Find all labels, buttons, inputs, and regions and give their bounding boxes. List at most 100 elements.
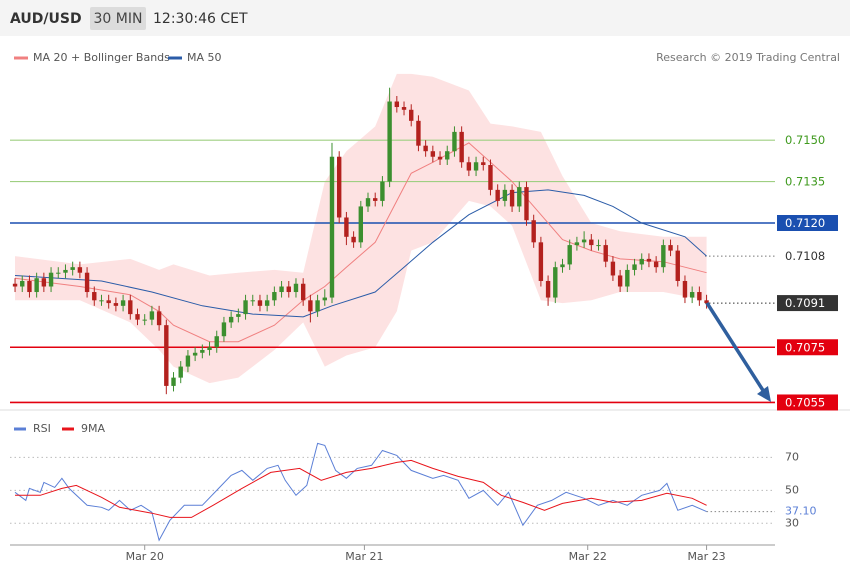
y-tick-label: 50 (785, 483, 799, 496)
candle-body (243, 300, 248, 315)
candle-body (135, 314, 140, 320)
candle-body (351, 236, 356, 243)
candle-body (286, 286, 291, 293)
candle-body (358, 206, 364, 243)
candle-body (445, 151, 450, 160)
candle-body (322, 297, 327, 301)
candle-body (380, 181, 385, 201)
level-label: 0.7108 (785, 249, 825, 263)
candle-body (603, 245, 608, 262)
candle-body (401, 107, 407, 110)
candle-body (517, 187, 522, 207)
candle-body (531, 220, 536, 243)
candle-body (387, 101, 392, 182)
candle-body (279, 286, 284, 293)
candle-body (41, 278, 47, 287)
candle-body (466, 162, 472, 171)
candle-body (308, 300, 313, 312)
candle-body (675, 250, 680, 281)
level-label: 0.7150 (785, 133, 825, 147)
candle-body (214, 336, 219, 348)
legend-label: RSI (33, 422, 51, 435)
level-box (777, 339, 838, 356)
candle-body (92, 292, 97, 301)
candle-body (430, 151, 436, 157)
candle-body (473, 162, 479, 171)
candle-body (653, 261, 659, 268)
level-label: 0.7075 (785, 340, 825, 354)
candle-body (99, 300, 104, 302)
candle-body (300, 283, 306, 301)
candle-body (574, 242, 580, 246)
candle-body (236, 314, 241, 317)
level-box (777, 394, 838, 411)
candle-body (228, 316, 234, 323)
candle-body (329, 156, 335, 298)
legend-label: 9MA (81, 422, 105, 435)
candle-body (156, 311, 162, 326)
candle-body (373, 198, 378, 201)
level-box (777, 215, 838, 231)
series-line (14, 442, 707, 542)
candle-body (668, 245, 673, 251)
candle-body (171, 377, 176, 386)
candle-body (567, 245, 572, 265)
candle-body (661, 245, 666, 268)
candle-body (200, 350, 205, 353)
candle-body (56, 272, 61, 274)
candle-body (437, 156, 443, 160)
candle-body (272, 292, 277, 301)
candle-body (20, 280, 25, 287)
x-tick-label: Mar 23 (687, 550, 725, 563)
ma-line (14, 189, 707, 318)
candle-body (488, 165, 493, 190)
candle-body (416, 120, 421, 146)
candle-body (394, 101, 400, 108)
candle-body (545, 280, 551, 298)
candle-body (185, 355, 191, 367)
forecast-arrowhead (757, 386, 771, 402)
candle-body (192, 352, 198, 356)
level-label: 0.7135 (785, 175, 825, 189)
candle-body (48, 272, 54, 287)
level-label: 0.7055 (785, 395, 825, 409)
candle-body (596, 245, 601, 247)
candle-body (495, 189, 500, 201)
candle-body (646, 258, 652, 262)
x-tick-label: Mar 22 (569, 550, 607, 563)
candle-body (27, 280, 32, 293)
candle-body (625, 269, 630, 287)
candle-body (509, 189, 515, 207)
candle-body (632, 264, 637, 270)
interval-box (90, 7, 146, 30)
candle-body (639, 258, 644, 265)
candle-body (697, 292, 702, 301)
candle-body (409, 109, 414, 121)
candle-body (113, 303, 119, 306)
candle-body (423, 145, 428, 152)
candle-body (459, 131, 464, 163)
candle-body (689, 292, 695, 298)
y-tick-label: 70 (785, 450, 799, 463)
candle-body (142, 319, 147, 321)
candle-body (70, 267, 75, 270)
ma-line (14, 142, 707, 343)
candle-body (581, 239, 587, 243)
candle-body (164, 325, 169, 386)
legend-label: MA 50 (187, 51, 222, 64)
candle-body (250, 300, 255, 302)
interval: 30 MIN (94, 11, 143, 27)
candle-body (589, 239, 594, 246)
candle-body (264, 300, 270, 306)
candle-body (63, 269, 68, 273)
candle-body (538, 242, 544, 281)
candle-body (315, 300, 320, 312)
forecast-arrow (705, 302, 768, 396)
candle-body (12, 283, 18, 287)
candle-body (452, 131, 457, 152)
candle-body (149, 311, 155, 320)
candle-body (293, 283, 299, 293)
candle-body (34, 278, 39, 293)
candle-body (84, 272, 90, 293)
